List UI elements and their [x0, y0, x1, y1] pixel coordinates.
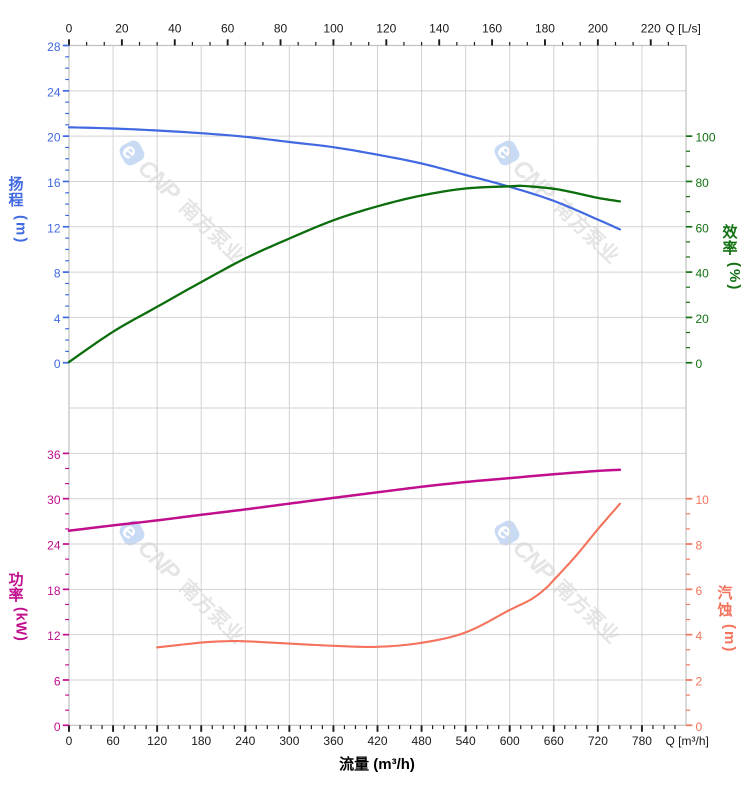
svg-text:180: 180 — [191, 734, 211, 748]
svg-text:程: 程 — [8, 192, 23, 209]
svg-text:2: 2 — [696, 674, 703, 688]
svg-text:效: 效 — [722, 223, 738, 241]
svg-text:蚀: 蚀 — [716, 601, 732, 619]
svg-text:0: 0 — [66, 22, 73, 36]
svg-text:36: 36 — [47, 448, 61, 462]
svg-text:720: 720 — [588, 734, 608, 748]
svg-text:扬: 扬 — [8, 175, 23, 193]
svg-text:(%): (%) — [726, 262, 743, 291]
svg-text:220: 220 — [641, 22, 661, 36]
svg-text:80: 80 — [274, 22, 288, 36]
svg-text:660: 660 — [544, 734, 564, 748]
svg-text:6: 6 — [696, 584, 703, 598]
svg-text:24: 24 — [47, 539, 61, 553]
svg-text:8: 8 — [54, 267, 61, 281]
svg-text:12: 12 — [47, 221, 61, 235]
svg-text:120: 120 — [376, 22, 396, 36]
svg-text:12: 12 — [47, 629, 61, 643]
svg-text:功: 功 — [8, 572, 23, 589]
svg-text:汽: 汽 — [717, 584, 732, 602]
svg-text:18: 18 — [47, 584, 61, 598]
svg-text:480: 480 — [412, 734, 432, 748]
svg-text:140: 140 — [429, 22, 449, 36]
svg-text:Q [L/s]: Q [L/s] — [666, 22, 701, 36]
svg-text:30: 30 — [47, 493, 61, 507]
svg-text:200: 200 — [588, 22, 608, 36]
svg-text:率: 率 — [8, 586, 23, 604]
svg-text:600: 600 — [500, 734, 520, 748]
svg-text:8: 8 — [696, 539, 703, 553]
svg-text:0: 0 — [54, 720, 61, 734]
svg-text:240: 240 — [235, 734, 255, 748]
svg-text:420: 420 — [367, 734, 387, 748]
svg-text:6: 6 — [54, 674, 61, 688]
svg-text:40: 40 — [168, 22, 182, 36]
svg-text:180: 180 — [535, 22, 555, 36]
svg-text:4: 4 — [54, 312, 61, 326]
svg-text:28: 28 — [47, 40, 61, 54]
svg-text:0: 0 — [696, 357, 703, 371]
svg-text:540: 540 — [456, 734, 476, 748]
svg-text:780: 780 — [632, 734, 652, 748]
svg-text:Q [m³/h]: Q [m³/h] — [666, 734, 709, 748]
svg-text:0: 0 — [54, 357, 61, 371]
svg-text:0: 0 — [696, 720, 703, 734]
svg-text:20: 20 — [47, 131, 61, 145]
svg-text:300: 300 — [279, 734, 299, 748]
svg-text:率: 率 — [722, 239, 737, 257]
svg-text:60: 60 — [696, 221, 710, 235]
svg-text:(kW): (kW) — [13, 607, 29, 642]
svg-text:100: 100 — [323, 22, 343, 36]
svg-text:20: 20 — [696, 312, 710, 326]
svg-text:40: 40 — [696, 267, 710, 281]
svg-text:120: 120 — [147, 734, 167, 748]
svg-text:10: 10 — [696, 493, 710, 507]
svg-text:(m): (m) — [13, 215, 30, 244]
svg-text:360: 360 — [323, 734, 343, 748]
svg-text:80: 80 — [696, 176, 710, 190]
svg-text:4: 4 — [696, 629, 703, 643]
svg-text:160: 160 — [482, 22, 502, 36]
svg-text:100: 100 — [696, 131, 716, 145]
svg-text:(m): (m) — [721, 624, 738, 653]
svg-text:流量 (m³/h): 流量 (m³/h) — [339, 755, 415, 773]
svg-text:20: 20 — [115, 22, 129, 36]
svg-text:16: 16 — [47, 176, 61, 190]
svg-text:24: 24 — [47, 85, 61, 99]
svg-text:0: 0 — [66, 734, 73, 748]
svg-text:60: 60 — [106, 734, 120, 748]
svg-text:60: 60 — [221, 22, 235, 36]
